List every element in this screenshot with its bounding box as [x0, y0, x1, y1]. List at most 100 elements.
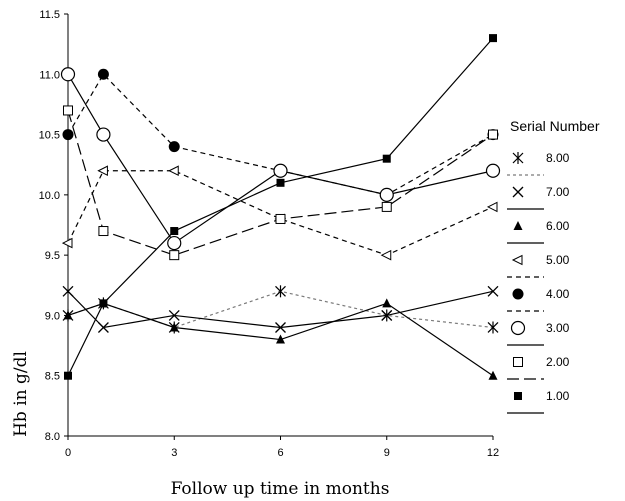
data-point	[97, 68, 109, 80]
data-point	[273, 163, 288, 178]
data-point	[63, 105, 73, 116]
legend-marker	[514, 392, 522, 400]
legend-marker	[512, 186, 524, 198]
data-point	[382, 298, 392, 308]
legend-item-5.00: 5.00	[507, 253, 570, 278]
data-point	[96, 127, 111, 142]
data-point	[489, 34, 497, 43]
data-point	[61, 237, 73, 249]
series-line	[67, 302, 494, 377]
legend-label: 1.00	[546, 389, 570, 403]
legend: Serial Number 8.00 7.00 6.00 5.00 4.00 3.00 2.…	[507, 118, 600, 414]
data-point	[168, 141, 180, 153]
series-points-1.00	[64, 34, 497, 380]
series-line	[67, 290, 494, 329]
x-tick-label: 0	[65, 447, 71, 459]
data-point	[485, 163, 501, 178]
legend-label: 7.00	[546, 185, 570, 199]
data-point	[99, 299, 108, 308]
data-point	[60, 67, 76, 82]
data-point	[275, 322, 286, 333]
legend-item-3.00: 3.00	[507, 320, 570, 346]
legend-item-6.00: 6.00	[507, 219, 570, 244]
plot-area	[60, 34, 501, 380]
series-points-8.00	[62, 285, 499, 334]
data-point	[168, 165, 179, 177]
data-point	[97, 165, 108, 177]
series-5.00	[67, 170, 494, 256]
data-point	[379, 187, 394, 202]
series-line	[67, 170, 494, 256]
data-point	[62, 285, 74, 297]
legend-marker	[513, 357, 523, 367]
data-point	[168, 309, 180, 321]
series-6.00	[67, 302, 494, 377]
data-point	[488, 129, 498, 140]
series-line	[67, 37, 494, 376]
data-point	[381, 201, 392, 212]
series-points-2.00	[63, 105, 498, 261]
y-tick-label: 10.5	[39, 130, 60, 142]
y-tick-label: 11.5	[39, 9, 60, 21]
y-tick-label: 11.0	[39, 69, 60, 81]
legend-label: 8.00	[546, 151, 570, 165]
legend-label: 3.00	[546, 321, 570, 335]
legend-marker	[512, 152, 524, 164]
series-4.00	[67, 73, 494, 196]
legend-title: Serial Number	[510, 118, 600, 134]
x-tick-label: 6	[277, 447, 283, 459]
series-7.00	[67, 290, 494, 329]
series-points-3.00	[60, 67, 501, 251]
legend-label: 5.00	[546, 253, 570, 267]
axes: 8.0 8.5 9.0 9.5 10.0 10.5 11.0 11.5 0 3 6 9 12	[39, 9, 500, 459]
data-point	[487, 285, 499, 297]
data-point	[64, 371, 72, 380]
series-line	[67, 110, 494, 256]
legend-marker	[512, 288, 524, 300]
legend-label: 2.00	[546, 355, 570, 369]
legend-item-4.00: 4.00	[507, 287, 570, 312]
series-points-6.00	[63, 298, 498, 380]
legend-label: 6.00	[546, 219, 570, 233]
y-tick-label: 8.5	[45, 371, 60, 383]
y-tick-label: 10.0	[39, 190, 60, 202]
y-tick-label: 9.5	[45, 250, 60, 262]
legend-item-2.00: 2.00	[507, 355, 570, 380]
data-point	[63, 310, 73, 320]
series-points-7.00	[62, 285, 499, 333]
data-point	[276, 334, 285, 344]
data-point	[488, 370, 498, 380]
y-axis-title: Hb in g/dl	[11, 351, 31, 437]
legend-item-7.00: 7.00	[507, 185, 570, 210]
data-point	[62, 129, 74, 141]
x-axis-title: Follow up time in months	[171, 479, 390, 499]
data-point	[486, 201, 498, 213]
data-point	[382, 154, 391, 163]
legend-marker	[513, 221, 523, 230]
data-point	[170, 227, 179, 236]
legend-item-8.00: 8.00	[507, 151, 570, 176]
data-point	[275, 213, 286, 224]
series-2.00	[67, 110, 494, 256]
legend-item-1.00: 1.00	[507, 389, 570, 414]
y-tick-label: 9.0	[45, 310, 60, 322]
series-1.00	[67, 37, 494, 376]
data-point	[169, 322, 179, 332]
data-point	[167, 235, 182, 251]
x-tick-label: 12	[487, 447, 499, 459]
data-point	[97, 322, 109, 333]
legend-marker	[511, 254, 523, 266]
data-point	[381, 309, 393, 321]
x-tick-label: 3	[171, 447, 177, 459]
y-tick-label: 8.0	[45, 431, 60, 443]
data-point	[98, 226, 109, 237]
legend-marker	[510, 320, 526, 336]
series-line	[67, 73, 494, 196]
legend-label: 4.00	[546, 287, 570, 301]
x-tick-label: 9	[384, 447, 390, 459]
data-point	[487, 321, 499, 334]
data-point	[275, 285, 286, 298]
data-point	[380, 249, 392, 261]
data-point	[276, 178, 285, 187]
